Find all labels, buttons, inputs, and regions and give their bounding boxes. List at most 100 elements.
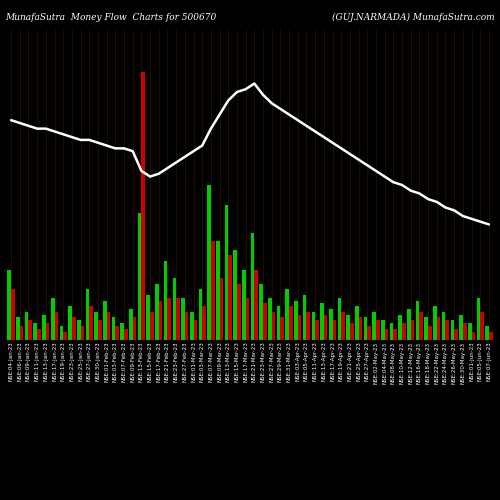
Text: (GUJ.NARMADA) MunafaSutra.com: (GUJ.NARMADA) MunafaSutra.com bbox=[332, 12, 495, 22]
Bar bbox=[138, 213, 141, 340]
Bar bbox=[246, 298, 250, 340]
Bar bbox=[263, 304, 266, 340]
Bar bbox=[116, 326, 119, 340]
Bar bbox=[459, 314, 463, 340]
Bar bbox=[46, 323, 50, 340]
Bar bbox=[338, 298, 341, 340]
Bar bbox=[90, 306, 93, 340]
Bar bbox=[268, 298, 272, 340]
Bar bbox=[234, 250, 237, 340]
Bar bbox=[476, 298, 480, 340]
Bar bbox=[132, 318, 136, 340]
Bar bbox=[150, 312, 154, 340]
Bar bbox=[442, 312, 446, 340]
Bar bbox=[489, 332, 492, 340]
Bar bbox=[472, 332, 475, 340]
Bar bbox=[181, 298, 185, 340]
Bar bbox=[185, 312, 188, 340]
Bar bbox=[103, 300, 106, 340]
Bar bbox=[98, 320, 102, 340]
Bar bbox=[202, 306, 206, 340]
Bar bbox=[446, 320, 449, 340]
Text: MunafaSutra  Money Flow  Charts for 500670: MunafaSutra Money Flow Charts for 500670 bbox=[5, 12, 216, 22]
Bar bbox=[368, 326, 371, 340]
Bar bbox=[8, 270, 11, 340]
Bar bbox=[142, 72, 145, 340]
Bar bbox=[37, 328, 41, 340]
Bar bbox=[350, 323, 354, 340]
Bar bbox=[159, 300, 162, 340]
Bar bbox=[376, 320, 380, 340]
Bar bbox=[280, 318, 284, 340]
Bar bbox=[146, 295, 150, 340]
Bar bbox=[286, 290, 289, 340]
Bar bbox=[277, 306, 280, 340]
Bar bbox=[68, 306, 72, 340]
Bar bbox=[176, 298, 180, 340]
Bar bbox=[298, 314, 302, 340]
Bar bbox=[198, 290, 202, 340]
Bar bbox=[424, 318, 428, 340]
Bar bbox=[250, 233, 254, 340]
Bar bbox=[124, 328, 128, 340]
Bar bbox=[486, 326, 489, 340]
Bar bbox=[320, 304, 324, 340]
Bar bbox=[355, 306, 358, 340]
Bar bbox=[224, 204, 228, 340]
Bar bbox=[407, 309, 410, 340]
Bar bbox=[228, 256, 232, 340]
Bar bbox=[312, 312, 315, 340]
Bar bbox=[51, 298, 54, 340]
Bar bbox=[72, 318, 76, 340]
Bar bbox=[237, 284, 240, 340]
Bar bbox=[25, 312, 28, 340]
Bar bbox=[384, 328, 388, 340]
Bar bbox=[211, 242, 214, 340]
Bar bbox=[364, 318, 368, 340]
Bar bbox=[394, 328, 397, 340]
Bar bbox=[416, 300, 420, 340]
Bar bbox=[463, 323, 466, 340]
Bar bbox=[332, 320, 336, 340]
Bar bbox=[289, 306, 292, 340]
Bar bbox=[410, 320, 414, 340]
Bar bbox=[220, 278, 223, 340]
Bar bbox=[242, 270, 246, 340]
Bar bbox=[129, 309, 132, 340]
Bar bbox=[450, 320, 454, 340]
Bar bbox=[324, 314, 328, 340]
Bar bbox=[94, 312, 98, 340]
Bar bbox=[346, 314, 350, 340]
Bar bbox=[390, 323, 394, 340]
Bar bbox=[120, 323, 124, 340]
Bar bbox=[433, 306, 437, 340]
Bar bbox=[63, 332, 67, 340]
Bar bbox=[341, 312, 345, 340]
Bar bbox=[468, 323, 471, 340]
Bar bbox=[164, 261, 168, 340]
Bar bbox=[428, 326, 432, 340]
Bar bbox=[168, 298, 171, 340]
Bar bbox=[60, 326, 63, 340]
Bar bbox=[420, 312, 423, 340]
Bar bbox=[272, 312, 276, 340]
Bar bbox=[77, 320, 80, 340]
Bar bbox=[372, 312, 376, 340]
Bar bbox=[381, 320, 384, 340]
Bar bbox=[329, 309, 332, 340]
Bar bbox=[398, 314, 402, 340]
Bar bbox=[194, 320, 197, 340]
Bar bbox=[16, 318, 20, 340]
Bar bbox=[28, 320, 32, 340]
Bar bbox=[86, 290, 89, 340]
Bar bbox=[480, 312, 484, 340]
Bar bbox=[155, 284, 159, 340]
Bar bbox=[190, 312, 194, 340]
Bar bbox=[112, 318, 116, 340]
Bar bbox=[303, 295, 306, 340]
Bar bbox=[172, 278, 176, 340]
Bar bbox=[315, 320, 319, 340]
Bar bbox=[216, 242, 220, 340]
Bar bbox=[106, 312, 110, 340]
Bar bbox=[54, 312, 58, 340]
